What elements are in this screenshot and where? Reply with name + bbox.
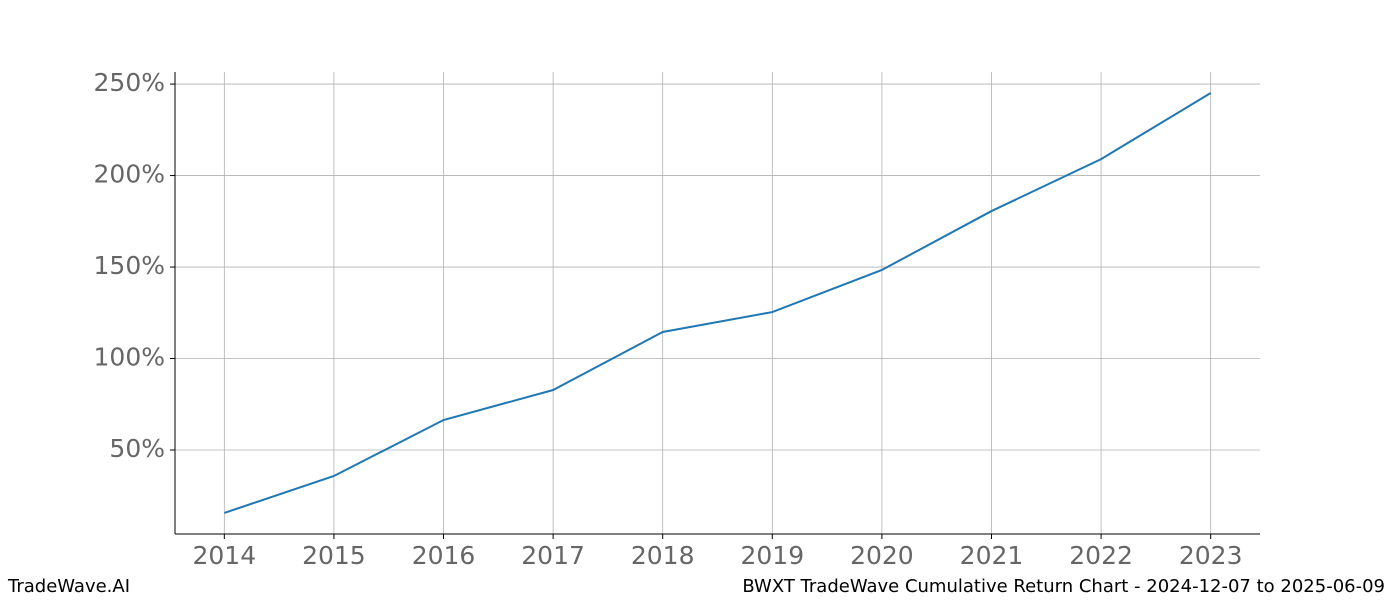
x-tick-label: 2016	[412, 541, 476, 570]
y-tick-label: 250%	[94, 68, 165, 97]
caption: BWXT TradeWave Cumulative Return Chart -…	[742, 576, 1385, 597]
x-tick-label: 2023	[1179, 541, 1243, 570]
line	[223, 92, 1212, 514]
x-tick-label: 2017	[521, 541, 585, 570]
y-tick-label: 100%	[94, 343, 165, 372]
x-tick-label: 2022	[1069, 541, 1133, 570]
x-tick-label: 2020	[850, 541, 914, 570]
x-tick-label: 2019	[740, 541, 804, 570]
x-tick-label: 2018	[631, 541, 695, 570]
y-tick-label: 200%	[94, 160, 165, 189]
watermark: TradeWave.AI	[7, 576, 130, 597]
x-tick-label: 2015	[302, 541, 366, 570]
x-tick-label: 2021	[960, 541, 1024, 570]
x-tick-label: 2014	[193, 541, 257, 570]
y-tick-label: 50%	[109, 434, 165, 463]
y-tick-label: 150%	[94, 251, 165, 280]
